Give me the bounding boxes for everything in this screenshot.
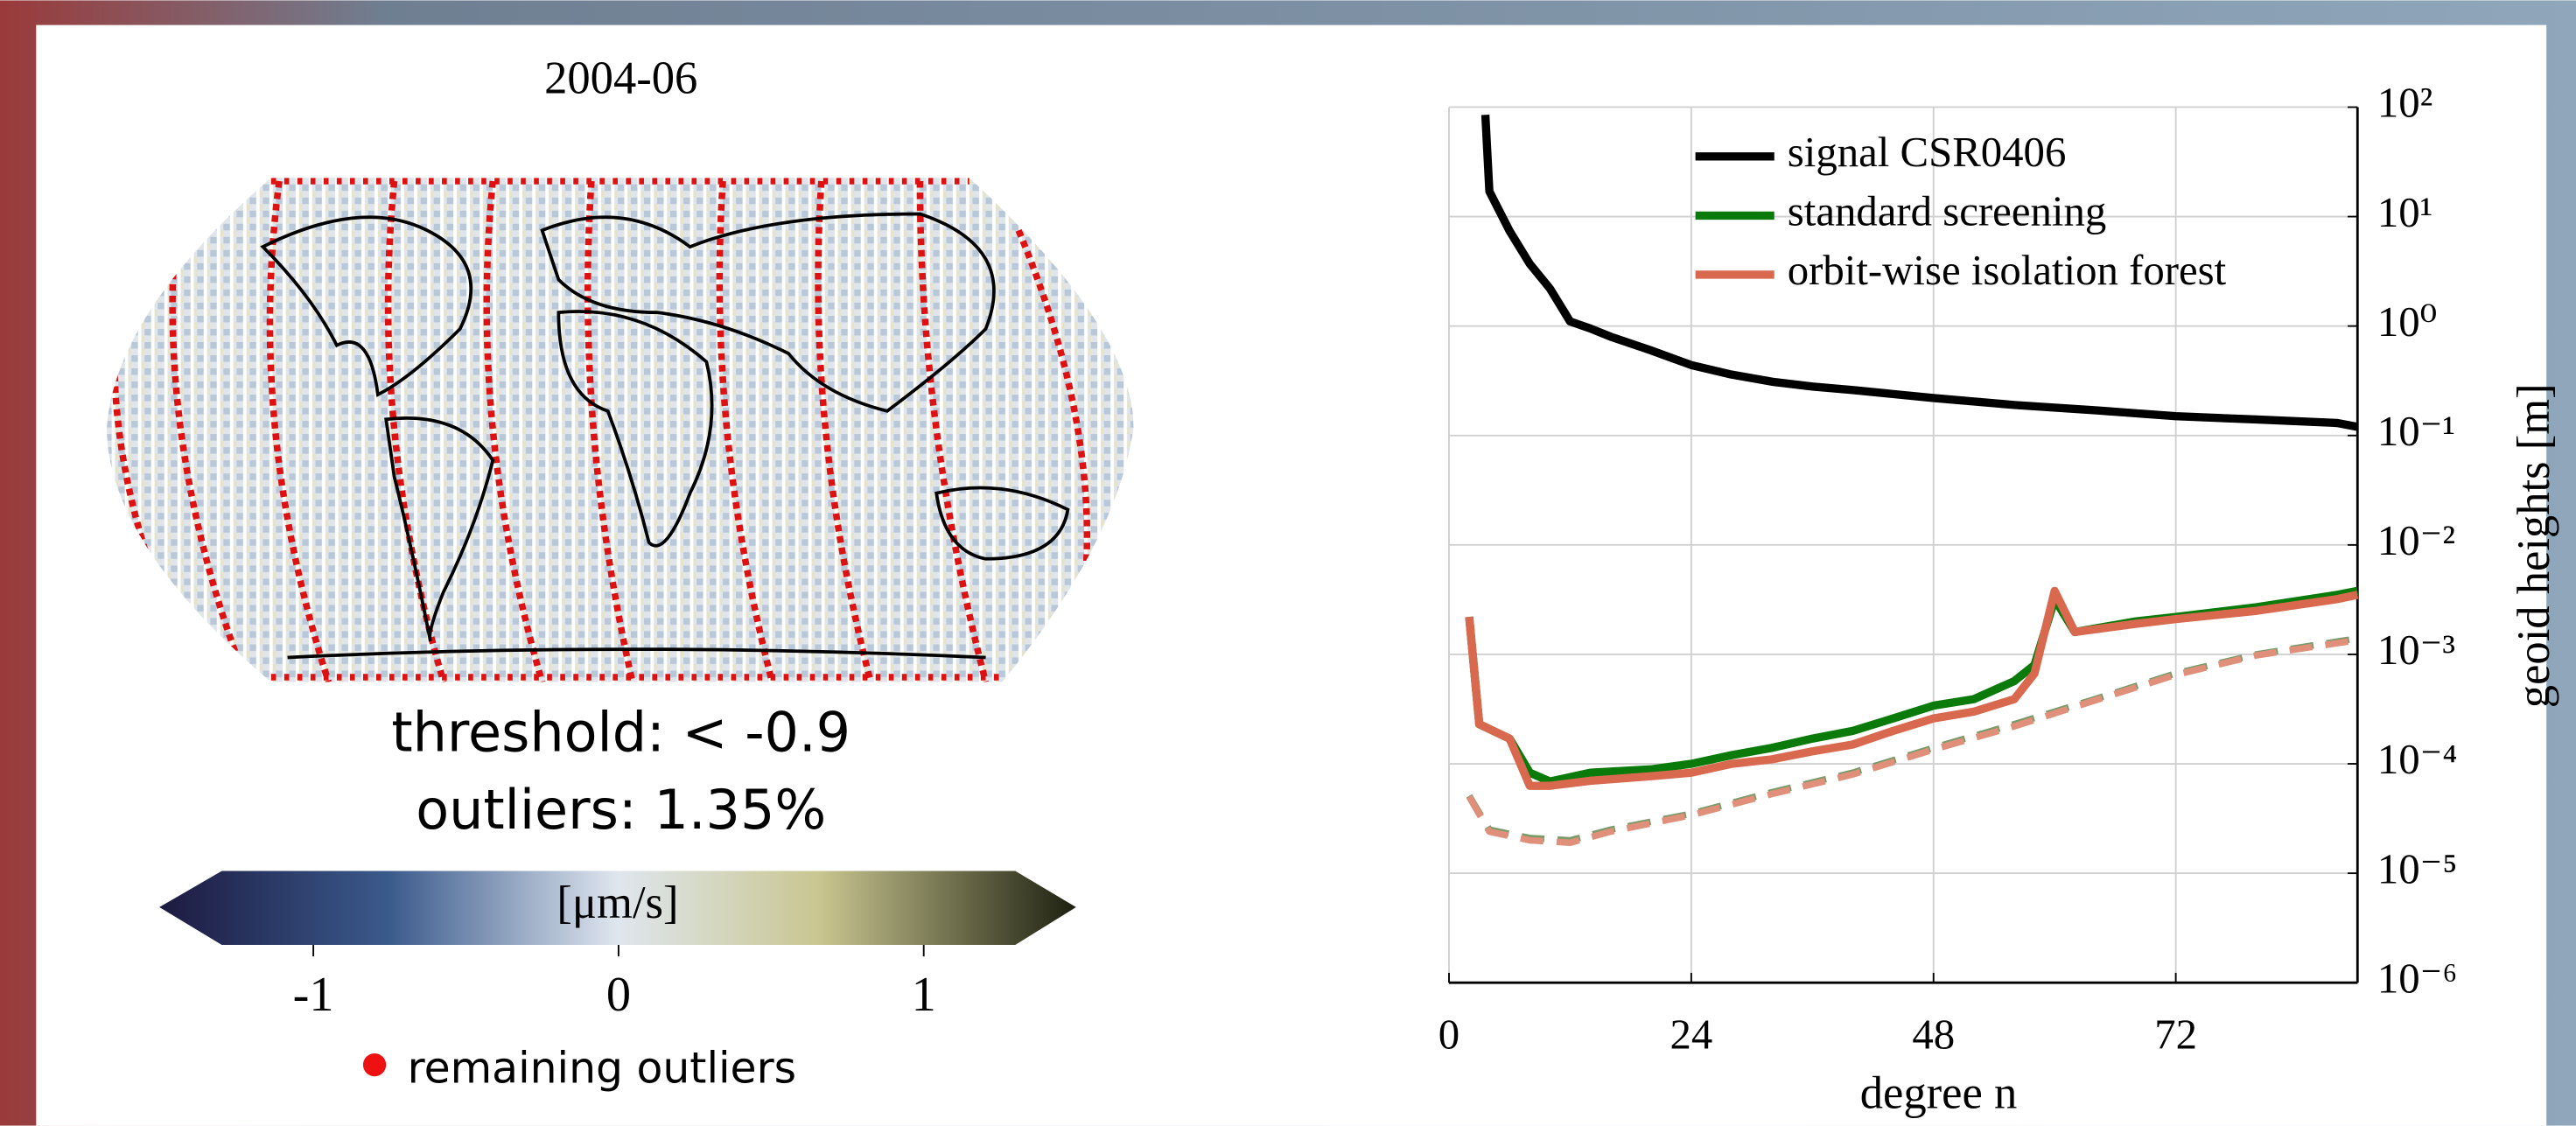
- legend-label: standard screening: [1788, 188, 2106, 235]
- map-legend-text: remaining outliers: [408, 1044, 796, 1094]
- y-tick-label: 10¹: [2377, 189, 2432, 236]
- legend-label: orbit-wise isolation forest: [1788, 247, 2227, 294]
- y-tick-label: 10⁻³: [2377, 626, 2455, 674]
- x-axis-label: degree n: [1860, 1068, 2017, 1119]
- colorbar-tick-label: 0: [606, 968, 631, 1022]
- page: 2004-06 threshold: < -0.9 outliers: 1.35…: [0, 0, 2576, 1126]
- y-tick-label: 10⁻¹: [2377, 408, 2455, 455]
- y-tick-label: 10²: [2377, 80, 2432, 127]
- colorbar-tick-label: -1: [293, 968, 334, 1022]
- legend-dot: [363, 1053, 386, 1076]
- map-panel: 2004-06 threshold: < -0.9 outliers: 1.35…: [107, 52, 1133, 1093]
- legend-label: signal CSR0406: [1788, 129, 2067, 176]
- threshold-text: threshold: < -0.9: [391, 701, 850, 765]
- x-tick-label: 24: [1670, 1011, 1712, 1058]
- y-tick-label: 10⁻⁴: [2377, 736, 2458, 783]
- y-tick-label: 10⁻⁵: [2377, 845, 2458, 892]
- y-tick-label: 10⁰: [2377, 298, 2437, 346]
- colorbar-label: [μm/s]: [556, 878, 678, 928]
- y-axis-label: geoid heights [m]: [2509, 383, 2559, 708]
- x-tick-label: 48: [1912, 1011, 1955, 1058]
- colorbar-tick-label: 1: [912, 968, 936, 1022]
- slide: 2004-06 threshold: < -0.9 outliers: 1.35…: [0, 0, 2576, 1126]
- x-tick-label: 72: [2154, 1011, 2197, 1058]
- x-tick-label: 0: [1438, 1011, 1460, 1058]
- outliers-text: outliers: 1.35%: [416, 778, 826, 842]
- y-tick-label: 10⁻²: [2377, 517, 2455, 564]
- y-tick-label: 10⁻⁶: [2377, 955, 2458, 1002]
- map-title: 2004-06: [544, 52, 697, 103]
